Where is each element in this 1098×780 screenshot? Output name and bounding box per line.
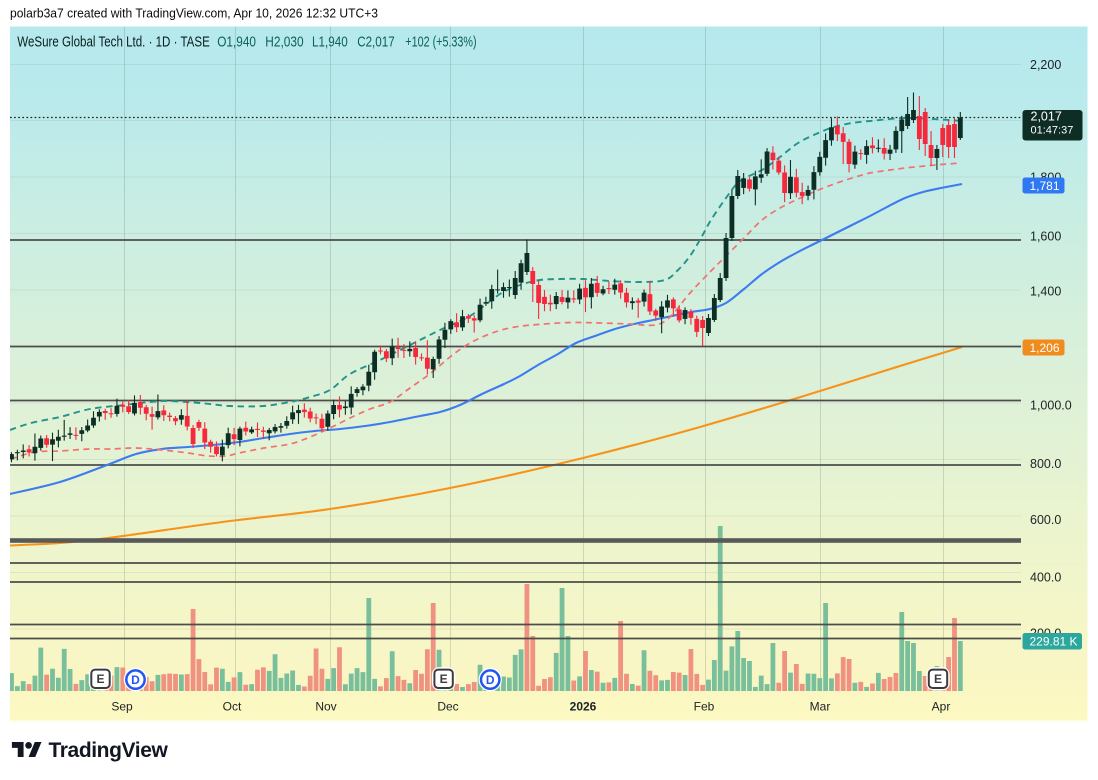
svg-text:01:47:37: 01:47:37 (1031, 125, 1074, 137)
svg-text:2,200: 2,200 (1030, 58, 1061, 72)
svg-text:polarb3a7 created with Trading: polarb3a7 created with TradingView.com, … (10, 7, 378, 21)
svg-text:C2,017: C2,017 (357, 35, 395, 51)
svg-text:Mar: Mar (810, 700, 831, 714)
svg-text:E: E (440, 672, 448, 686)
svg-text:Nov: Nov (315, 700, 336, 714)
svg-text:D: D (486, 673, 495, 687)
svg-text:400.0: 400.0 (1030, 570, 1061, 584)
svg-text:E: E (96, 672, 104, 686)
svg-text:1,600: 1,600 (1030, 229, 1061, 243)
svg-text:O1,940: O1,940 (217, 35, 256, 51)
svg-text:Dec: Dec (437, 700, 458, 714)
svg-text:Oct: Oct (223, 700, 242, 714)
svg-text:L1,940: L1,940 (312, 35, 348, 51)
svg-text:Apr: Apr (932, 700, 951, 714)
svg-text:Sep: Sep (111, 700, 133, 714)
svg-text:H2,030: H2,030 (265, 35, 303, 51)
svg-text:1,781: 1,781 (1030, 179, 1060, 193)
svg-text:229.81 K: 229.81 K (1030, 635, 1078, 649)
svg-text:600.0: 600.0 (1030, 513, 1061, 527)
svg-text:2026: 2026 (570, 700, 597, 714)
svg-text:Feb: Feb (694, 700, 715, 714)
svg-text:+102 (+5.33%): +102 (+5.33%) (405, 35, 476, 51)
svg-text:TradingView: TradingView (49, 739, 169, 762)
svg-text:1,206: 1,206 (1030, 341, 1060, 355)
svg-text:D: D (131, 673, 140, 687)
svg-text:1,400: 1,400 (1030, 284, 1061, 298)
svg-text:WeSure Global Tech Ltd. · 1D ·: WeSure Global Tech Ltd. · 1D · TASE (17, 35, 210, 51)
svg-text:800.0: 800.0 (1030, 457, 1061, 471)
svg-text:1,000.0: 1,000.0 (1030, 398, 1072, 412)
svg-text:2,017: 2,017 (1031, 110, 1062, 124)
svg-text:E: E (934, 672, 942, 686)
